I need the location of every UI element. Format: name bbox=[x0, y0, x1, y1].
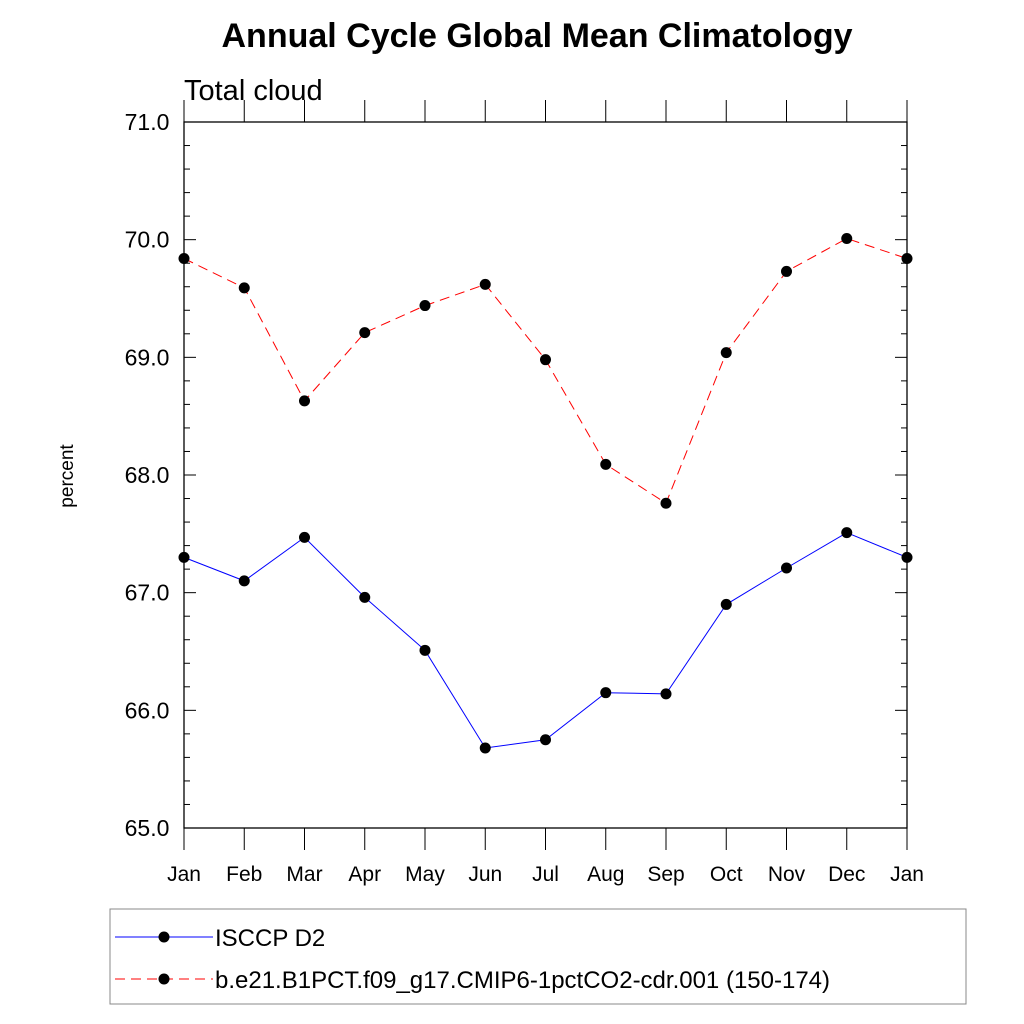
plot-frame bbox=[183, 121, 908, 829]
y-tick-label: 70.0 bbox=[125, 227, 170, 253]
y-tick-label: 65.0 bbox=[125, 815, 170, 841]
series-0-point bbox=[479, 742, 491, 754]
series-0-point bbox=[660, 688, 672, 700]
series-1-point bbox=[238, 282, 250, 294]
series-1-point bbox=[299, 395, 310, 407]
legend: ISCCP D2 b.e21.B1PCT.f09_g17.CMIP6-1pctC… bbox=[109, 908, 967, 1005]
y-tick-label: 66.0 bbox=[125, 697, 170, 723]
series-1-point bbox=[660, 497, 672, 509]
x-tick-label: Dec bbox=[828, 863, 865, 886]
series-0-point bbox=[359, 591, 371, 603]
series-0-point bbox=[540, 734, 551, 746]
series-0-point bbox=[720, 598, 732, 610]
chart-title: Annual Cycle Global Mean Climatology bbox=[222, 17, 853, 55]
series-1-point bbox=[479, 278, 491, 290]
series-1-point bbox=[419, 300, 431, 312]
series-0-point bbox=[299, 531, 310, 543]
x-tick-label: Jan bbox=[167, 863, 201, 886]
series-line-1 bbox=[183, 237, 908, 504]
series-0-point bbox=[781, 562, 792, 574]
y-axis-label: percent bbox=[57, 444, 78, 508]
y-tick-label: 68.0 bbox=[125, 462, 170, 488]
x-tick-label: Jun bbox=[468, 863, 502, 886]
series-1-point bbox=[359, 327, 371, 339]
series-0-point bbox=[600, 687, 612, 699]
y-axis: 65.0 66.0 67.0 68.0 69.0 70.0 71.0 bbox=[125, 109, 907, 841]
y-tick-label: 67.0 bbox=[125, 580, 170, 606]
x-tick-label: Oct bbox=[710, 863, 743, 886]
series-1-point bbox=[600, 458, 612, 470]
plot-series bbox=[178, 232, 913, 754]
x-tick-label: Aug bbox=[587, 863, 624, 886]
chart-subtitle: Total cloud bbox=[184, 75, 323, 107]
series-1-point bbox=[720, 347, 732, 359]
series-1-point bbox=[841, 232, 853, 244]
series-1-point bbox=[781, 265, 792, 277]
x-tick-label: Mar bbox=[286, 863, 322, 886]
series-0-point bbox=[419, 644, 431, 656]
legend-label-isccp: ISCCP D2 bbox=[215, 925, 325, 952]
x-tick-label: Apr bbox=[348, 863, 381, 886]
series-1-point bbox=[540, 354, 551, 366]
x-tick-label: Feb bbox=[226, 863, 262, 886]
x-tick-label: Jan bbox=[890, 863, 924, 886]
x-tick-label: Sep bbox=[647, 863, 684, 886]
x-tick-label: May bbox=[405, 863, 445, 886]
series-line-0 bbox=[183, 532, 908, 749]
y-tick-label: 71.0 bbox=[125, 109, 170, 135]
legend-marker-isccp bbox=[158, 931, 170, 943]
legend-label-model: b.e21.B1PCT.f09_g17.CMIP6-1pctCO2-cdr.00… bbox=[215, 967, 830, 994]
legend-marker-model bbox=[158, 973, 170, 985]
y-tick-label: 69.0 bbox=[125, 344, 170, 370]
x-axis: Jan Feb Mar Apr May Jun Jul Aug Sep Oct Nov Dec Jan bbox=[167, 100, 924, 886]
series-0-point bbox=[841, 527, 853, 539]
x-tick-label: Jul bbox=[532, 863, 559, 886]
legend-box bbox=[109, 908, 967, 1005]
series-0-point bbox=[238, 575, 250, 587]
x-tick-label: Nov bbox=[768, 863, 806, 886]
